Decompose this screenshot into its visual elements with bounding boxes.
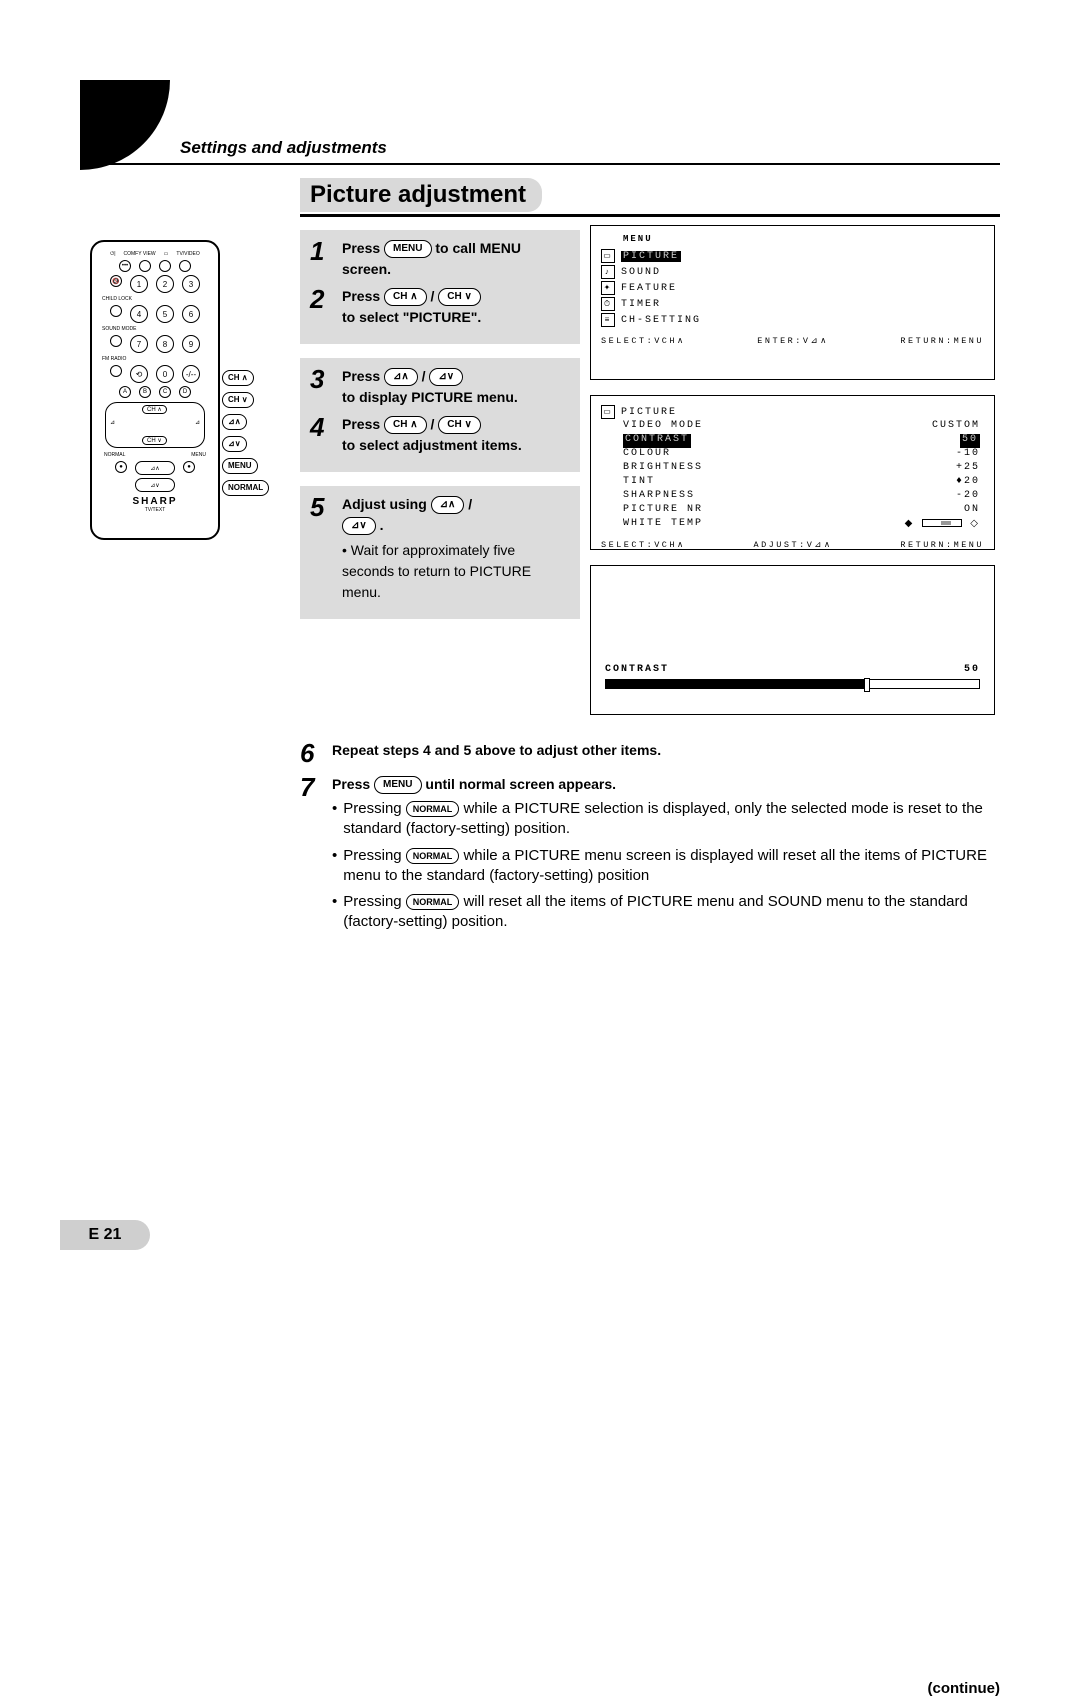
sound-icon: ♪	[601, 265, 615, 279]
picture-icon: ▭	[601, 405, 615, 419]
normal-button-pill: NORMAL	[406, 801, 460, 817]
step-block-3-4: 3 Press ⊿∧ / ⊿∨ to display PICTURE menu.…	[300, 358, 580, 472]
osd-footer-enter: ENTER:V⊿∧	[757, 336, 829, 346]
osd-footer-select: SELECT:VCH∧	[601, 336, 686, 346]
step-number-5: 5	[310, 494, 332, 603]
osd-bar-knob	[864, 678, 870, 692]
section-header: Settings and adjustments	[180, 138, 387, 158]
title-row: Picture adjustment	[300, 178, 1000, 217]
osd-footer-select: SELECT:VCH∧	[601, 540, 686, 550]
step-block-1-2: 1 Press MENU to call MENU screen. 2 Pres…	[300, 230, 580, 344]
feature-icon: ✦	[601, 281, 615, 295]
corner-decoration	[80, 80, 170, 170]
continue-label: (continue)	[928, 1680, 1001, 1697]
menu-button-pill: MENU	[374, 776, 421, 794]
step-number-1: 1	[310, 238, 332, 280]
step-number-7: 7	[300, 774, 322, 800]
step-number-3: 3	[310, 366, 332, 408]
step-number-6: 6	[300, 740, 322, 766]
menu-button-pill: MENU	[384, 240, 431, 258]
step-block-5: 5 Adjust using ⊿∧ / ⊿∨ . • Wait for appr…	[300, 486, 580, 619]
osd-footer-return: RETURN:MENU	[900, 540, 984, 550]
timer-icon: ⏱	[601, 297, 615, 311]
steps-wide: 6 Repeat steps 4 and 5 above to adjust o…	[300, 740, 1000, 947]
normal-button-pill: NORMAL	[406, 848, 460, 864]
title-rule	[300, 214, 1000, 217]
callout-normal: NORMAL	[222, 480, 269, 496]
osd-picture-menu: ▭PICTURE VIDEO MODECUSTOMCONTRAST50COLOU…	[590, 395, 995, 550]
step-number-4: 4	[310, 414, 332, 456]
callout-menu: MENU	[222, 458, 258, 474]
step-number-2: 2	[310, 286, 332, 328]
vol-up-pill: ⊿∧	[384, 368, 418, 386]
ch-down-pill: CH ∨	[438, 416, 481, 434]
vol-up-pill: ⊿∧	[431, 496, 465, 514]
page-title: Picture adjustment	[300, 178, 542, 212]
chsetting-icon: ≡	[601, 313, 615, 327]
brand-logo: SHARP	[98, 496, 212, 507]
osd-main-menu: MENU ▭PICTURE ♪SOUND ✦FEATURE ⏱TIMER ≡CH…	[590, 225, 995, 380]
steps-column: 1 Press MENU to call MENU screen. 2 Pres…	[300, 230, 580, 633]
picture-icon: ▭	[601, 249, 615, 263]
osd-contrast-bar	[605, 679, 980, 689]
callout-ch-up: CH ∧	[222, 370, 254, 386]
osd-title: MENU	[601, 234, 984, 244]
osd-contrast-value: 50	[964, 664, 980, 675]
callout-ch-down: CH ∨	[222, 392, 254, 408]
callout-vol-down: ⊿∨	[222, 436, 247, 452]
osd-contrast-adjust: CONTRAST 50	[590, 565, 995, 715]
page-number-tab: E 21	[60, 1220, 150, 1250]
vol-down-pill: ⊿∨	[342, 517, 376, 535]
ch-up-pill: CH ∧	[384, 416, 427, 434]
osd-footer-adjust: ADJUST:V⊿∧	[753, 540, 832, 550]
osd-bar-fill	[606, 680, 867, 688]
ch-down-pill: CH ∨	[438, 288, 481, 306]
callout-vol-up: ⊿∧	[222, 414, 247, 430]
remote-callouts: CH ∧ CH ∨ ⊿∧ ⊿∨ MENU NORMAL	[222, 370, 292, 502]
vol-down-pill: ⊿∨	[429, 368, 463, 386]
normal-button-pill: NORMAL	[406, 894, 460, 910]
remote-control-illustration: ⏻| COMFY VIEW ▭ TV/VIDEO ••• 🔇123 CHILD …	[90, 240, 220, 540]
header-rule	[80, 163, 1000, 165]
osd-contrast-label: CONTRAST	[605, 664, 669, 675]
ch-up-pill: CH ∧	[384, 288, 427, 306]
osd-footer-return: RETURN:MENU	[900, 336, 984, 346]
